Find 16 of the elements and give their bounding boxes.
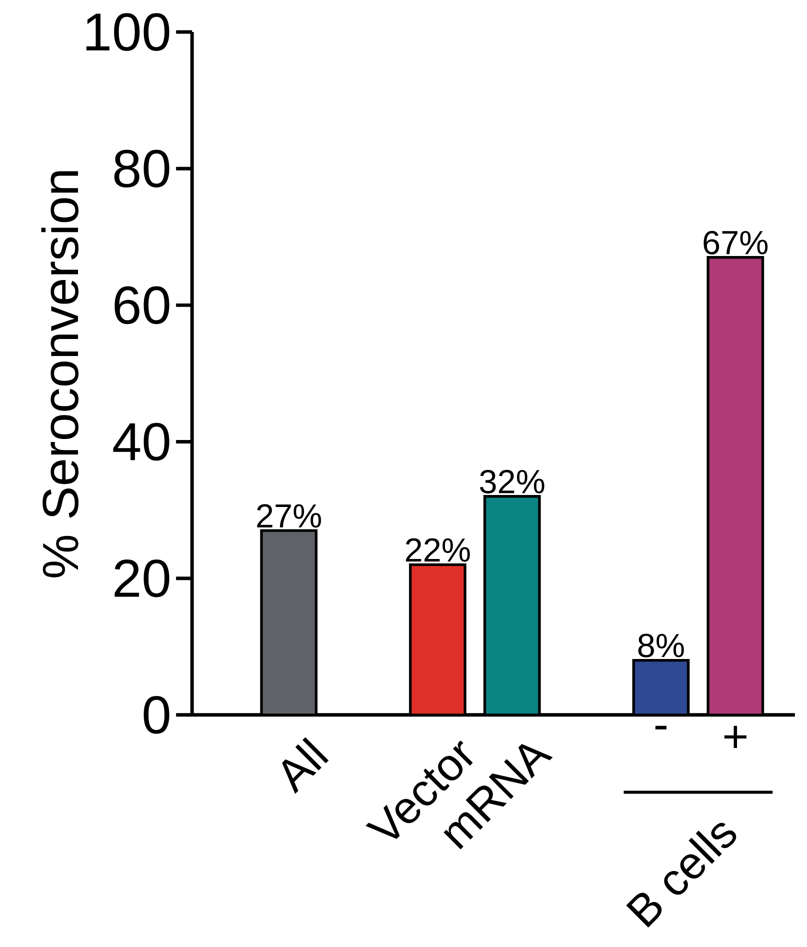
y-tick-label: 60 [114,286,170,324]
x-tick-label: + [724,726,746,748]
y-tick-label: 0 [144,696,170,734]
y-tick-label: 20 [114,559,170,598]
x-tick-label: - [655,726,667,730]
x-tick-label: All [282,737,329,794]
y-tick-label: 100 [86,13,170,51]
data-label: 22% [406,538,470,562]
data-label: 27% [257,504,322,528]
text: B cells [626,822,736,928]
data-label: 32% [480,470,544,494]
y-tick-label: 80 [114,150,170,188]
y-tick-label: 40 [113,422,170,461]
data-label: 67% [704,230,768,254]
y-axis-title: % Seroconversion [41,171,79,578]
data-label: 8% [638,634,684,658]
